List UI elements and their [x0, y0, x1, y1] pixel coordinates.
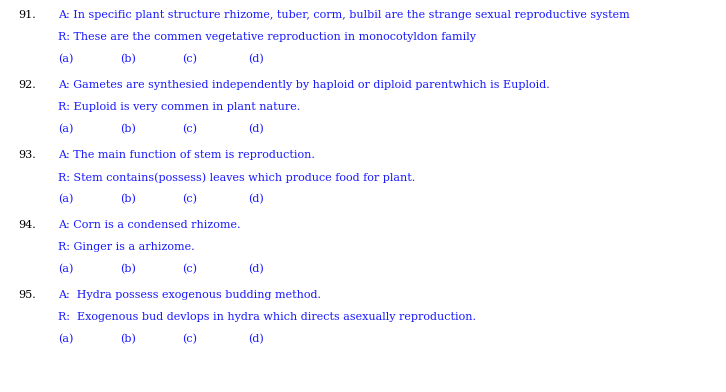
- Text: (a): (a): [58, 124, 73, 134]
- Text: (a): (a): [58, 264, 73, 274]
- Text: 95.: 95.: [18, 290, 36, 300]
- Text: (a): (a): [58, 334, 73, 344]
- Text: (b): (b): [120, 124, 136, 134]
- Text: R: Ginger is a arhizome.: R: Ginger is a arhizome.: [58, 242, 195, 252]
- Text: A: The main function of stem is reproduction.: A: The main function of stem is reproduc…: [58, 150, 315, 160]
- Text: (a): (a): [58, 54, 73, 64]
- Text: (d): (d): [248, 54, 264, 64]
- Text: (a): (a): [58, 194, 73, 204]
- Text: (b): (b): [120, 334, 136, 344]
- Text: (b): (b): [120, 194, 136, 204]
- Text: (d): (d): [248, 194, 264, 204]
- Text: R: These are the commen vegetative reproduction in monocotyldon family: R: These are the commen vegetative repro…: [58, 32, 476, 42]
- Text: (d): (d): [248, 124, 264, 134]
- Text: 91.: 91.: [18, 10, 36, 20]
- Text: (c): (c): [182, 264, 197, 274]
- Text: A: Corn is a condensed rhizome.: A: Corn is a condensed rhizome.: [58, 220, 240, 230]
- Text: (b): (b): [120, 264, 136, 274]
- Text: A: In specific plant structure rhizome, tuber, corm, bulbil are the strange sexu: A: In specific plant structure rhizome, …: [58, 10, 629, 20]
- Text: A:  Hydra possess exogenous budding method.: A: Hydra possess exogenous budding metho…: [58, 290, 321, 300]
- Text: (c): (c): [182, 194, 197, 204]
- Text: (b): (b): [120, 54, 136, 64]
- Text: 92.: 92.: [18, 80, 36, 90]
- Text: (d): (d): [248, 264, 264, 274]
- Text: 94.: 94.: [18, 220, 36, 230]
- Text: R: Euploid is very commen in plant nature.: R: Euploid is very commen in plant natur…: [58, 102, 301, 112]
- Text: (c): (c): [182, 334, 197, 344]
- Text: R: Stem contains(possess) leaves which produce food for plant.: R: Stem contains(possess) leaves which p…: [58, 172, 415, 183]
- Text: (d): (d): [248, 334, 264, 344]
- Text: R:  Exogenous bud devlops in hydra which directs asexually reproduction.: R: Exogenous bud devlops in hydra which …: [58, 312, 476, 322]
- Text: (c): (c): [182, 54, 197, 64]
- Text: A: Gametes are synthesied independently by haploid or diploid parentwhich is Eup: A: Gametes are synthesied independently …: [58, 80, 550, 90]
- Text: 93.: 93.: [18, 150, 36, 160]
- Text: (c): (c): [182, 124, 197, 134]
